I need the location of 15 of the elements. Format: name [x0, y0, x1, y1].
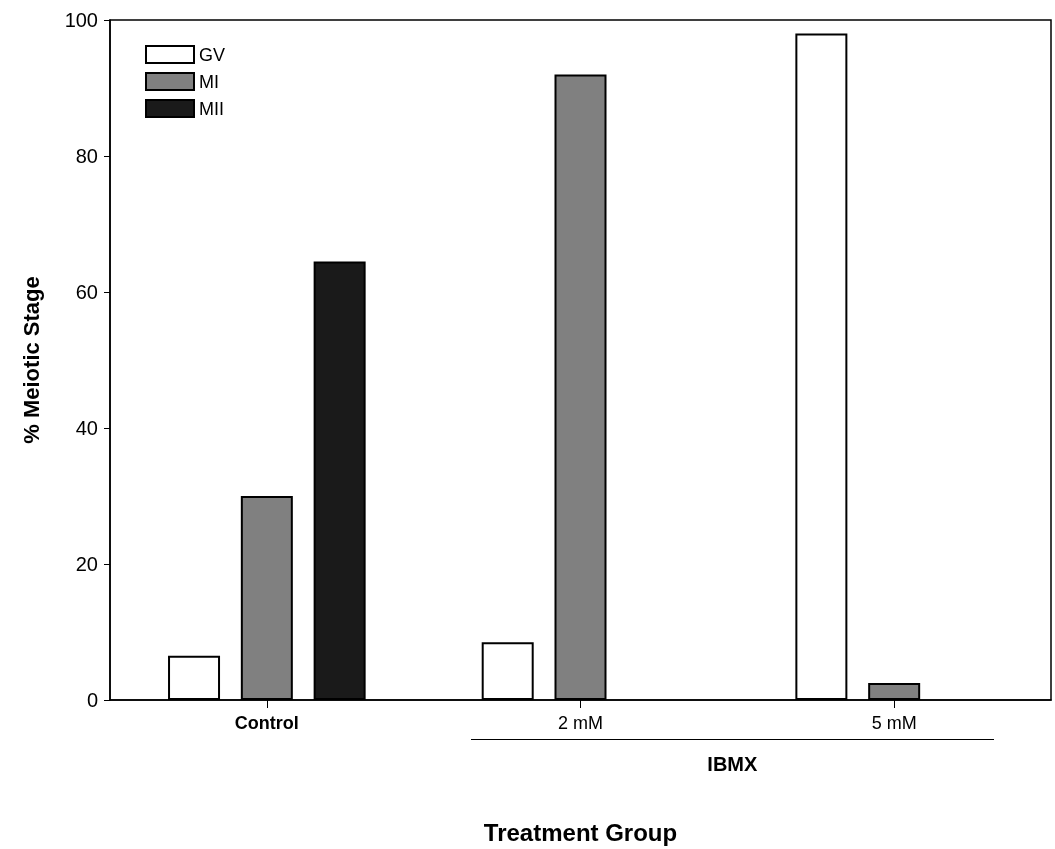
y-tick-label: 0 [86, 689, 98, 711]
x-tick-label: Control [234, 713, 299, 733]
x-axis-title: Treatment Group [483, 818, 678, 846]
text: IBMX [707, 753, 758, 776]
legend-label: GV [199, 44, 226, 65]
legend-label: MII [199, 98, 224, 119]
x-tick-label: 2 mM [558, 713, 603, 733]
legend-label: MI [199, 71, 219, 92]
y-axis-title: % Meiotic Stage [18, 276, 44, 444]
y-tick-label: 60 [75, 281, 98, 303]
y-tick-label: 40 [75, 417, 98, 439]
y-tick-label: 20 [75, 553, 98, 575]
x-tick-label: 5 mM [871, 713, 917, 733]
y-tick-label: 80 [75, 145, 98, 167]
y-tick-label: 100 [64, 9, 98, 31]
